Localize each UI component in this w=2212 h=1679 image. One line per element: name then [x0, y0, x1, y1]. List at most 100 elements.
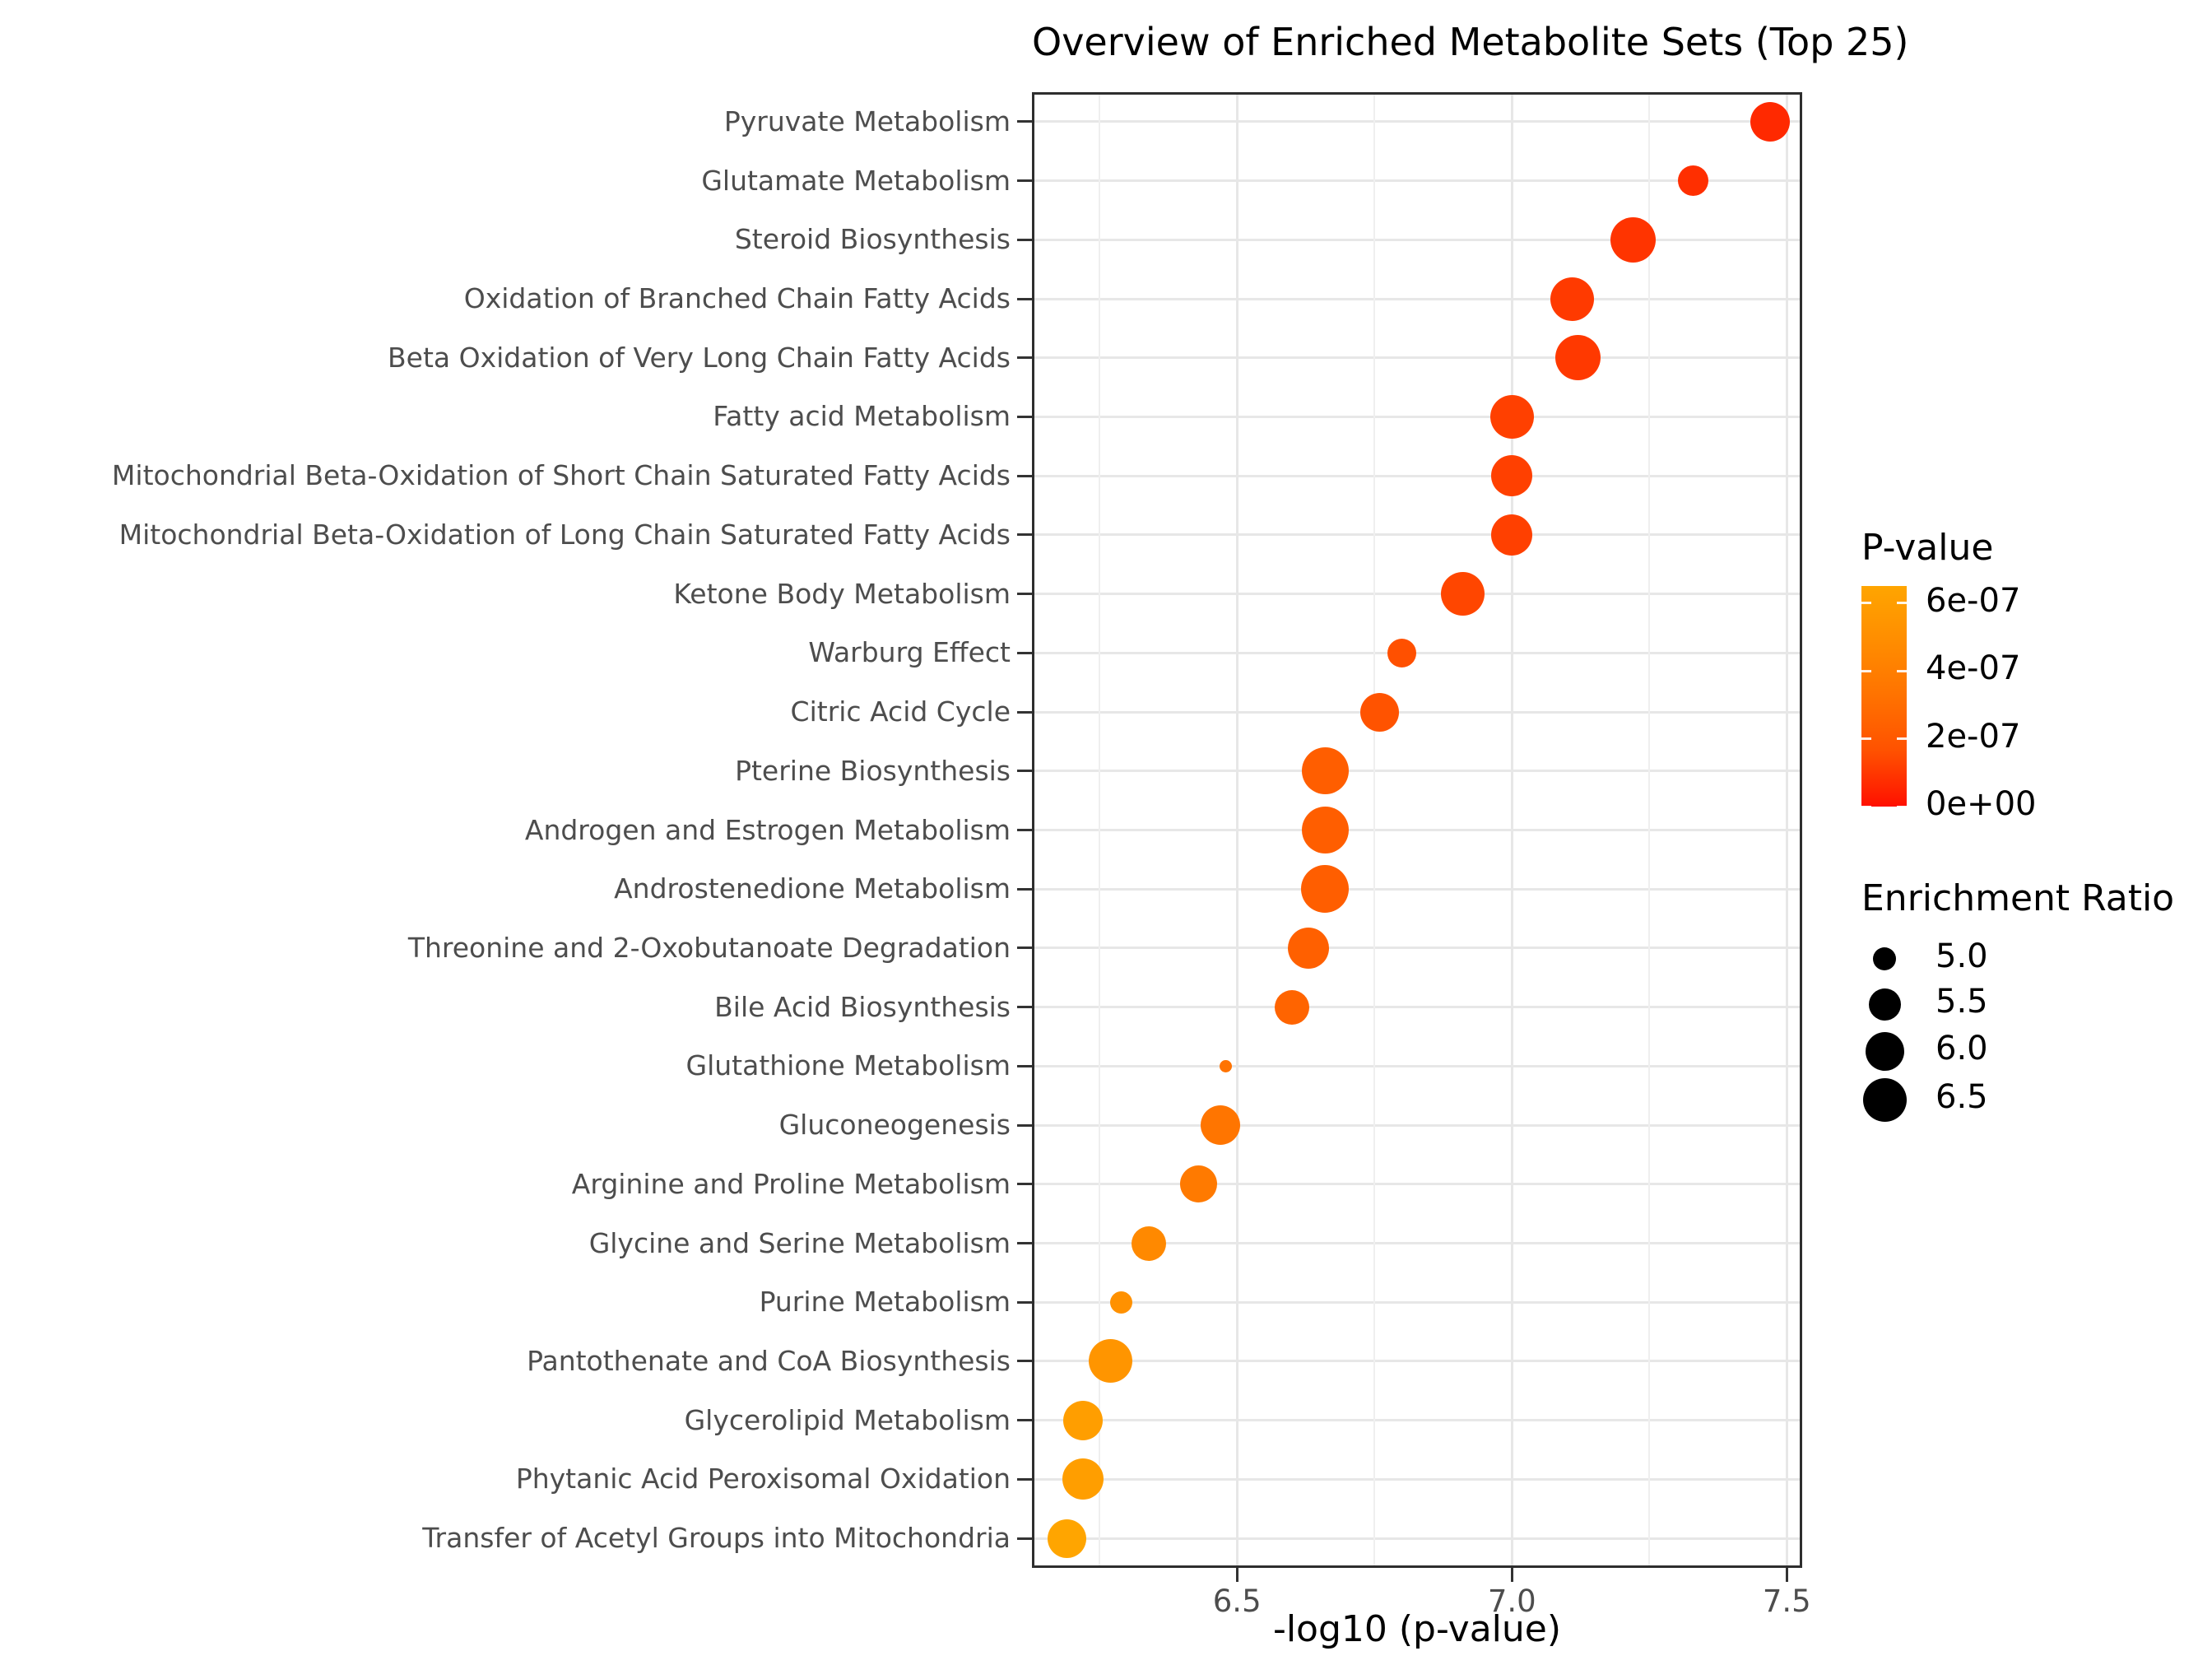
y-axis-tick — [1017, 593, 1032, 596]
colorbar-tick-label: 6e-07 — [1926, 581, 2021, 620]
data-point — [1387, 638, 1417, 667]
legend-size-label: 6.0 — [1936, 1030, 1988, 1067]
y-axis-tick — [1017, 829, 1032, 831]
legend-size-title: Enrichment Ratio — [1861, 877, 2175, 919]
colorbar-tick — [1897, 737, 1907, 741]
colorbar-tick — [1861, 737, 1871, 741]
data-point — [1201, 1105, 1241, 1146]
gridline — [1032, 533, 1802, 537]
y-axis-tick — [1017, 1183, 1032, 1186]
legend-pvalue-title: P-value — [1861, 527, 1994, 569]
data-point — [1062, 1458, 1104, 1500]
y-axis-label: Arginine and Proline Metabolism — [571, 1167, 1011, 1200]
gridline — [1032, 120, 1802, 123]
data-point — [1047, 1519, 1086, 1558]
y-axis-label: Pterine Biosynthesis — [735, 754, 1011, 787]
data-point — [1301, 807, 1349, 853]
y-axis-tick — [1017, 770, 1032, 773]
gridline — [1032, 710, 1802, 714]
x-axis-tick — [1785, 1568, 1788, 1582]
legend-size-dot — [1873, 947, 1896, 970]
gridline — [1235, 92, 1238, 1568]
y-axis-tick — [1017, 120, 1032, 123]
data-point — [1491, 514, 1533, 556]
y-axis-tick — [1017, 474, 1032, 477]
chart-title: Overview of Enriched Metabolite Sets (To… — [1032, 20, 1909, 64]
gridline — [1032, 1419, 1802, 1422]
y-axis-label: Androgen and Estrogen Metabolism — [524, 813, 1011, 846]
gridline — [1032, 829, 1802, 831]
data-point — [1440, 572, 1485, 616]
y-axis-label: Pantothenate and CoA Biosynthesis — [527, 1344, 1011, 1377]
y-axis-label: Beta Oxidation of Very Long Chain Fatty … — [388, 341, 1011, 374]
y-axis-tick — [1017, 1419, 1032, 1422]
gridline — [1032, 1360, 1802, 1363]
data-point — [1288, 927, 1330, 969]
y-axis-tick — [1017, 1123, 1032, 1127]
y-axis-label: Androstenedione Metabolism — [614, 872, 1011, 905]
colorbar-tick — [1897, 805, 1907, 808]
gridline — [1032, 1537, 1802, 1540]
y-axis-label: Ketone Body Metabolism — [673, 577, 1011, 610]
gridline — [1032, 297, 1802, 300]
y-axis-tick — [1017, 1360, 1032, 1363]
legend-size-dot — [1868, 988, 1901, 1021]
y-axis-label: Steroid Biosynthesis — [734, 223, 1011, 256]
x-axis-tick-label: 7.5 — [1762, 1584, 1811, 1619]
colorbar-tick-label: 2e-07 — [1926, 717, 2021, 756]
colorbar-tick-label: 0e+00 — [1926, 785, 2037, 823]
y-axis-label: Purine Metabolism — [759, 1286, 1011, 1319]
y-axis-label: Glutamate Metabolism — [701, 164, 1011, 197]
y-axis-tick — [1017, 297, 1032, 300]
y-axis-tick — [1017, 710, 1032, 714]
y-axis-label: Mitochondrial Beta-Oxidation of Short Ch… — [111, 459, 1011, 492]
y-axis-tick — [1017, 1064, 1032, 1067]
x-axis-tick-label: 7.0 — [1487, 1584, 1536, 1619]
x-axis-title: -log10 (p-value) — [1272, 1608, 1562, 1650]
gridline — [1032, 1064, 1802, 1067]
y-axis-label: Pyruvate Metabolism — [723, 105, 1011, 137]
y-axis-label: Citric Acid Cycle — [790, 695, 1011, 728]
y-axis-label: Glycine and Serine Metabolism — [588, 1226, 1011, 1259]
y-axis-label: Glutathione Metabolism — [685, 1049, 1011, 1082]
y-axis-tick — [1017, 356, 1032, 360]
x-axis-tick — [1510, 1568, 1513, 1582]
legend-size-label: 5.0 — [1936, 937, 1988, 975]
y-axis-tick — [1017, 1477, 1032, 1481]
gridline — [1032, 770, 1802, 773]
y-axis-tick — [1017, 179, 1032, 183]
data-point — [1179, 1165, 1217, 1203]
gridline — [1032, 415, 1802, 418]
y-axis-tick — [1017, 415, 1032, 418]
colorbar-tick — [1897, 602, 1907, 605]
y-axis-label: Phytanic Acid Peroxisomal Oxidation — [515, 1463, 1011, 1495]
legend-size-label: 5.5 — [1936, 983, 1988, 1021]
colorbar-tick — [1861, 602, 1871, 605]
legend-size-dot — [1862, 1077, 1907, 1122]
data-point — [1610, 216, 1656, 263]
y-axis-label: Threonine and 2-Oxobutanoate Degradation — [407, 931, 1011, 964]
y-axis-label: Mitochondrial Beta-Oxidation of Long Cha… — [118, 518, 1011, 551]
gridline — [1032, 1300, 1802, 1304]
gridline — [1032, 593, 1802, 596]
y-axis-tick — [1017, 946, 1032, 950]
gridline — [1032, 1006, 1802, 1009]
y-axis-tick — [1017, 1006, 1032, 1009]
data-point — [1491, 455, 1533, 497]
data-point — [1750, 101, 1791, 142]
y-axis-tick — [1017, 238, 1032, 241]
data-point — [1301, 865, 1350, 914]
gridline-minor — [1648, 92, 1651, 1568]
data-point — [1360, 692, 1400, 732]
gridline — [1510, 92, 1513, 1568]
data-point — [1110, 1291, 1133, 1314]
data-point — [1554, 335, 1601, 381]
y-axis-label: Warburg Effect — [808, 636, 1011, 669]
data-point — [1550, 277, 1595, 321]
pvalue-colorbar — [1861, 586, 1907, 807]
